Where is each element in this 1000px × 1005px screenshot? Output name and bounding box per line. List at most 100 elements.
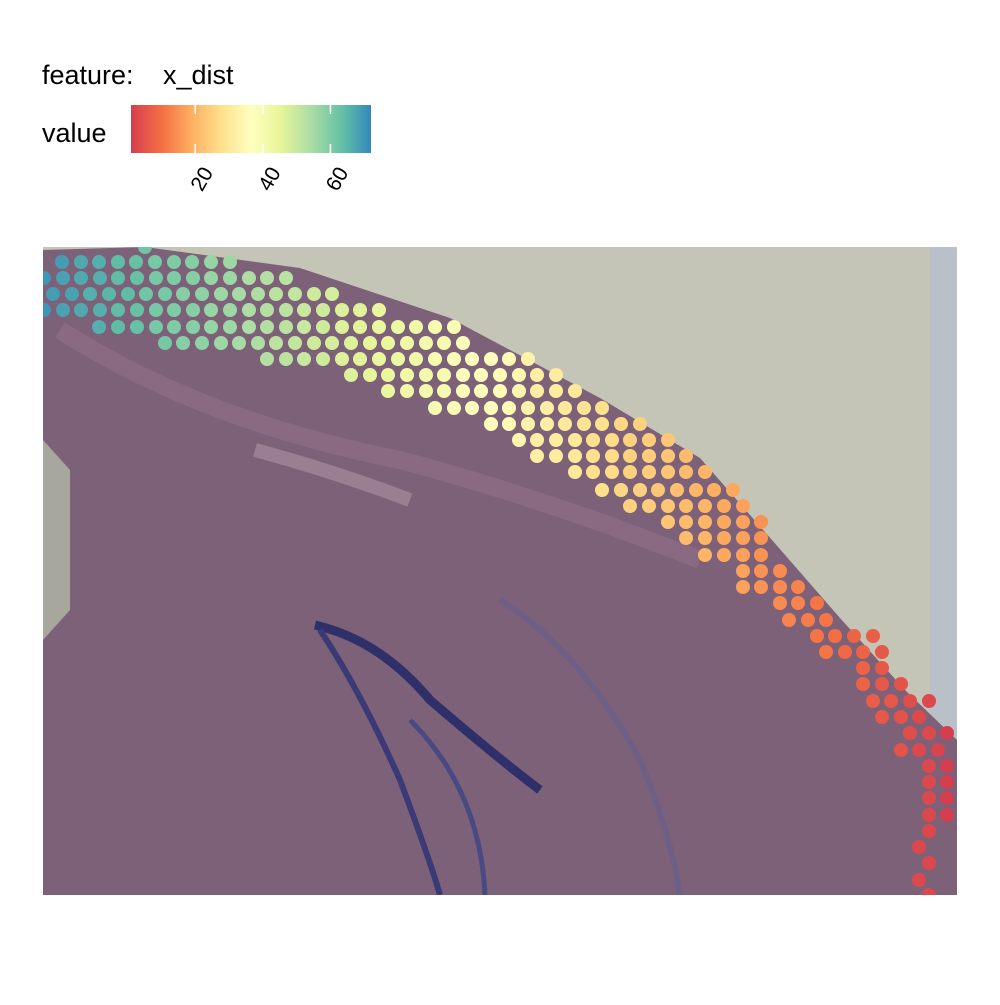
spot xyxy=(474,384,488,398)
spot xyxy=(605,433,619,447)
spot xyxy=(856,661,870,675)
spot xyxy=(623,465,637,479)
spot xyxy=(46,287,60,301)
spot xyxy=(838,645,852,659)
spot xyxy=(586,433,600,447)
spot xyxy=(940,791,954,805)
spot xyxy=(288,287,302,301)
spot xyxy=(195,336,209,350)
spot xyxy=(689,483,703,497)
spot xyxy=(232,336,246,350)
spot xyxy=(447,320,461,334)
spot xyxy=(679,531,693,545)
spot xyxy=(568,433,582,447)
spot xyxy=(642,465,656,479)
spot xyxy=(940,775,954,789)
spot xyxy=(558,417,572,431)
colorbar-title: value xyxy=(42,118,107,148)
spot xyxy=(74,303,88,317)
spot xyxy=(260,303,274,317)
spot xyxy=(894,710,908,724)
spot xyxy=(465,352,479,366)
spot xyxy=(819,645,833,659)
spot xyxy=(736,499,750,513)
spot xyxy=(586,449,600,463)
spot xyxy=(43,271,51,285)
spot xyxy=(149,320,163,334)
spot xyxy=(83,287,97,301)
spot xyxy=(661,465,675,479)
spot xyxy=(568,465,582,479)
spot xyxy=(428,352,442,366)
spot xyxy=(502,401,516,415)
spot xyxy=(698,548,712,562)
spot xyxy=(623,449,637,463)
spot xyxy=(661,499,675,513)
spot xyxy=(810,596,824,610)
spot xyxy=(875,645,889,659)
spot xyxy=(828,629,842,643)
spot xyxy=(456,384,470,398)
spot xyxy=(419,368,433,382)
spot xyxy=(595,401,609,415)
spot xyxy=(922,759,936,773)
spot xyxy=(549,368,563,382)
spot xyxy=(437,384,451,398)
spot xyxy=(74,255,88,269)
spot xyxy=(736,564,750,578)
spot xyxy=(847,629,861,643)
spot xyxy=(549,433,563,447)
spot xyxy=(801,613,815,627)
spot xyxy=(474,368,488,382)
spot xyxy=(642,433,656,447)
spot xyxy=(875,661,889,675)
spot xyxy=(111,303,125,317)
spot xyxy=(130,320,144,334)
spot xyxy=(447,401,461,415)
spot xyxy=(586,465,600,479)
spot xyxy=(726,483,740,497)
spot xyxy=(419,336,433,350)
spot xyxy=(521,352,535,366)
spot xyxy=(530,449,544,463)
spot xyxy=(903,694,917,708)
spot xyxy=(912,840,926,854)
spot xyxy=(279,271,293,285)
spot xyxy=(856,677,870,691)
spot xyxy=(707,483,721,497)
spot xyxy=(92,320,106,334)
spot xyxy=(437,368,451,382)
spot xyxy=(186,303,200,317)
spot xyxy=(400,384,414,398)
spot xyxy=(502,417,516,431)
spot xyxy=(372,352,386,366)
spot xyxy=(437,336,451,350)
spot xyxy=(353,320,367,334)
spot xyxy=(912,710,926,724)
spot xyxy=(595,417,609,431)
spot xyxy=(186,271,200,285)
spot xyxy=(195,287,209,301)
spot xyxy=(810,629,824,643)
spot xyxy=(400,368,414,382)
spot xyxy=(540,401,554,415)
spot xyxy=(736,548,750,562)
spot xyxy=(158,336,172,350)
spot xyxy=(139,287,153,301)
spot xyxy=(148,255,162,269)
spot xyxy=(819,613,833,627)
spot xyxy=(698,465,712,479)
spot xyxy=(484,352,498,366)
spot xyxy=(391,352,405,366)
spot xyxy=(130,303,144,317)
spot xyxy=(316,320,330,334)
spot xyxy=(502,352,516,366)
spot xyxy=(204,255,218,269)
spot xyxy=(484,417,498,431)
spot xyxy=(214,287,228,301)
spot xyxy=(111,271,125,285)
spot xyxy=(894,677,908,691)
spot xyxy=(661,449,675,463)
spot xyxy=(940,726,954,740)
